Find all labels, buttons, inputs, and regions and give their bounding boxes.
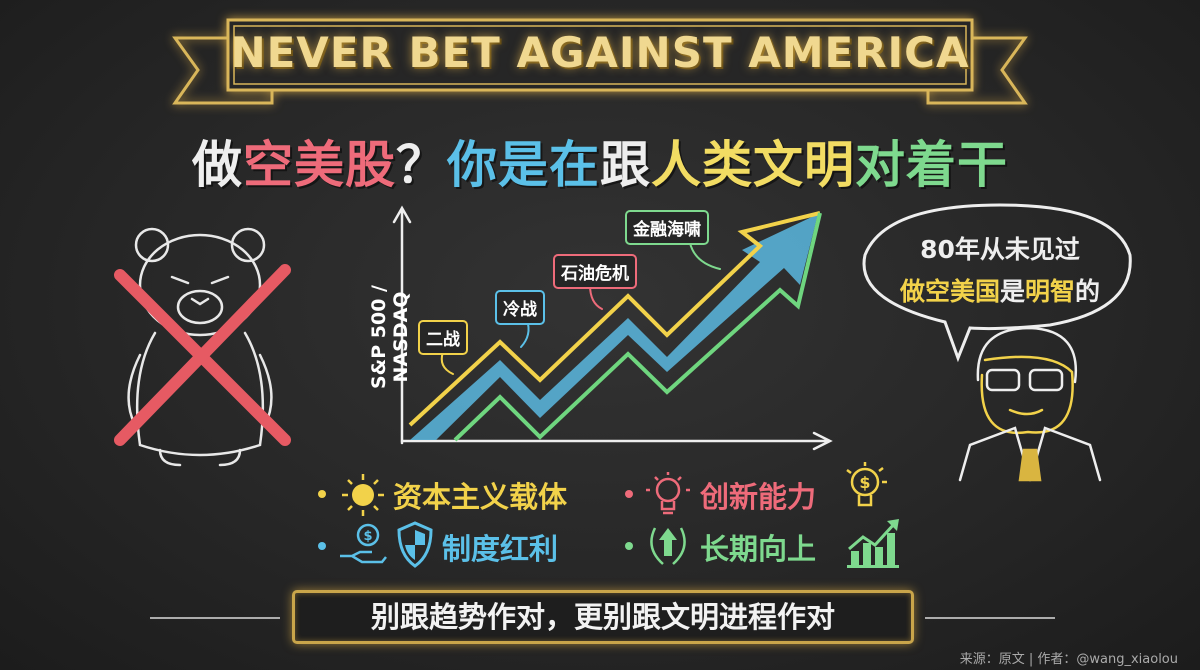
svg-text:$: $ bbox=[363, 529, 372, 544]
crossed-bear-icon bbox=[114, 227, 291, 467]
headline: 做空美股？你是在跟人类文明对着干 bbox=[0, 125, 1200, 197]
headline-part: 做 bbox=[192, 136, 243, 194]
svg-text:$: $ bbox=[859, 473, 870, 492]
trend-line-yellow bbox=[408, 211, 821, 427]
lightbulb-icon bbox=[646, 472, 690, 515]
slogan-box: 别跟趋势作对，更别跟文明进程作对 bbox=[292, 590, 914, 644]
source-credit: 来源：原文 | 作者：@wang_xiaolou bbox=[959, 652, 1178, 667]
event-label-cold-war: 冷战 bbox=[495, 290, 545, 325]
headline-part: 空美股 bbox=[243, 136, 396, 194]
headline-part: 你是在 bbox=[447, 136, 600, 194]
headline-part: 对着干 bbox=[855, 136, 1008, 194]
bubble-part: 的 bbox=[1075, 277, 1101, 306]
growth-chart-icon bbox=[847, 519, 899, 568]
bullet-dot bbox=[625, 542, 633, 550]
bubble-part: 明智 bbox=[1025, 277, 1076, 306]
trend-arrow-band bbox=[410, 214, 818, 440]
bubble-line-1: 80年从未见过 bbox=[920, 235, 1080, 264]
banner-title: NEVER BET AGAINST AMERICA bbox=[230, 28, 970, 77]
event-label-ww2: 二战 bbox=[418, 320, 468, 355]
divider-line bbox=[925, 617, 1055, 619]
bullet-long-term-up: 长期向上 bbox=[700, 532, 817, 566]
x-axis bbox=[400, 431, 833, 451]
bullet-dot bbox=[625, 490, 633, 498]
bullet-institutional-dividend: 制度红利 bbox=[442, 532, 559, 566]
bubble-part: 做空美国 bbox=[899, 277, 1000, 306]
speech-bubble bbox=[862, 203, 1132, 363]
bullet-innovation: 创新能力 bbox=[700, 480, 817, 514]
y-axis-label: S&P 500 / NASDAQ bbox=[368, 285, 412, 390]
bubble-part: 是 bbox=[999, 277, 1025, 306]
sun-icon bbox=[342, 474, 384, 516]
headline-part: 跟 bbox=[600, 136, 651, 194]
trend-line-green bbox=[453, 212, 822, 442]
divider-line bbox=[150, 617, 280, 619]
bullet-capitalism: 资本主义载体 bbox=[393, 480, 568, 514]
pointer-arrow bbox=[440, 351, 454, 375]
shield-icon bbox=[397, 521, 433, 568]
dollar-lightbulb-icon: $ bbox=[846, 462, 887, 507]
bullet-dot bbox=[318, 542, 326, 550]
buffett-sketch bbox=[862, 203, 1132, 482]
laurel-up-arrow-icon bbox=[650, 527, 686, 565]
headline-part: 人类文明 bbox=[651, 136, 855, 194]
bubble-line-2: 做空美国是明智的 bbox=[860, 272, 1140, 308]
pointer-arrow bbox=[689, 242, 721, 270]
event-label-oil-crisis: 石油危机 bbox=[553, 254, 637, 289]
headline-part: ？ bbox=[396, 136, 447, 194]
hand-dollar-icon: $ bbox=[340, 523, 387, 564]
bullet-dot bbox=[318, 490, 326, 498]
event-label-financial-crisis: 金融海啸 bbox=[625, 210, 709, 245]
banner-ribbon bbox=[172, 18, 1028, 105]
y-axis bbox=[392, 205, 412, 445]
